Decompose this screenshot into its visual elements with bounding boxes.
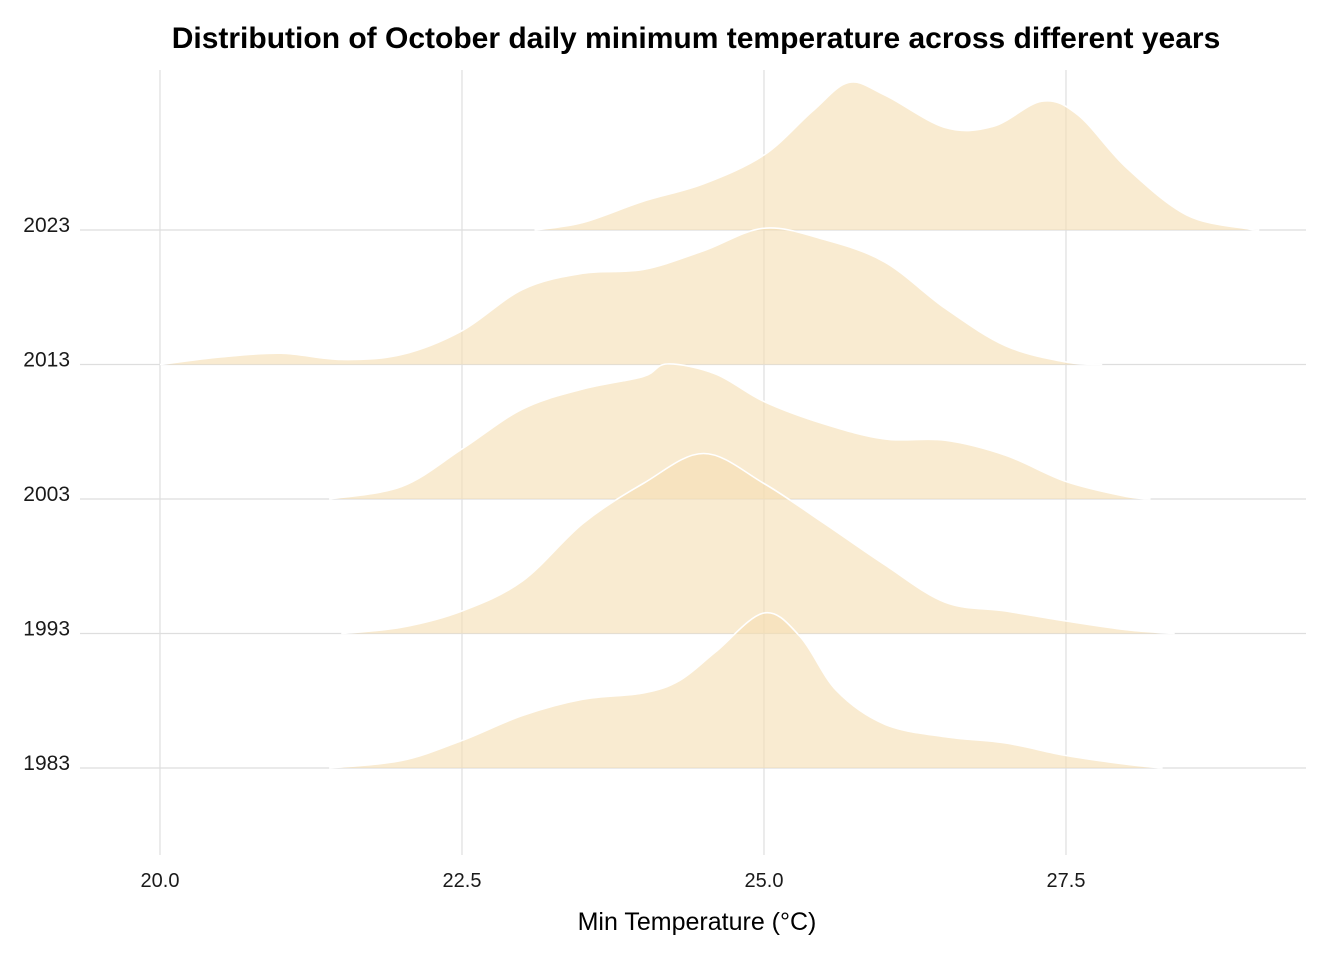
ridge-outline-2023 <box>534 81 1260 232</box>
x-axis-label: Min Temperature (°C) <box>578 908 817 936</box>
y-tick-label: 2003 <box>23 483 70 506</box>
ridge-outline-2003 <box>328 363 1151 500</box>
x-tick-label: 27.5 <box>1047 870 1086 892</box>
x-tick-label: 20.0 <box>141 870 180 892</box>
y-axis-tick-labels: 1983 1993 2003 2013 2023 <box>23 214 70 775</box>
ridge-area-2003 <box>329 363 1151 499</box>
ridge-area-1993 <box>341 453 1175 634</box>
chart-title: Distribution of October daily minimum te… <box>172 22 1221 55</box>
x-tick-label: 25.0 <box>745 870 784 892</box>
ridge-outline-1983 <box>329 611 1163 769</box>
ridge-area-2013 <box>160 227 1103 365</box>
y-tick-label: 2013 <box>23 349 70 372</box>
y-tick-label: 2023 <box>23 214 70 237</box>
ridge-layer <box>159 81 1260 769</box>
x-tick-label: 22.5 <box>443 870 482 892</box>
ridge-area-1983 <box>329 612 1163 768</box>
ridge-outline-1993 <box>341 452 1175 635</box>
x-axis-tick-labels: 20.0 22.5 25.0 27.5 <box>141 870 1086 892</box>
y-tick-label: 1983 <box>23 752 70 775</box>
ridge-area-2023 <box>534 81 1260 231</box>
y-tick-label: 1993 <box>23 618 70 641</box>
ridge-outline-2013 <box>159 227 1103 366</box>
